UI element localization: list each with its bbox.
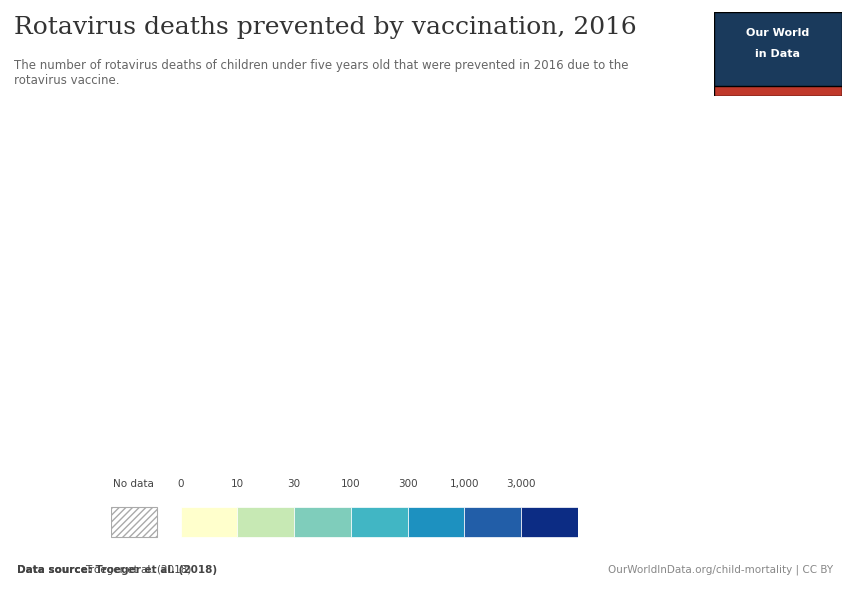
Text: No data: No data [113, 479, 155, 489]
Text: 10: 10 [231, 479, 244, 489]
Text: 300: 300 [398, 479, 417, 489]
FancyBboxPatch shape [110, 507, 157, 537]
FancyBboxPatch shape [521, 507, 578, 537]
FancyBboxPatch shape [714, 12, 842, 88]
FancyBboxPatch shape [464, 507, 521, 537]
FancyBboxPatch shape [351, 507, 408, 537]
Text: Data source:: Data source: [17, 565, 95, 575]
FancyBboxPatch shape [408, 507, 464, 537]
Text: 1,000: 1,000 [450, 479, 479, 489]
Text: Our World: Our World [746, 28, 809, 38]
Text: Data source: Troeger et al. (2018): Data source: Troeger et al. (2018) [17, 565, 217, 575]
Text: in Data: in Data [756, 49, 800, 59]
Text: 100: 100 [341, 479, 360, 489]
Text: 3,000: 3,000 [507, 479, 536, 489]
FancyBboxPatch shape [714, 86, 842, 96]
FancyBboxPatch shape [294, 507, 351, 537]
Text: 30: 30 [287, 479, 301, 489]
Text: The number of rotavirus deaths of children under five years old that were preven: The number of rotavirus deaths of childr… [14, 59, 629, 88]
Text: 0: 0 [178, 479, 184, 489]
Text: Troeger et al. (2018): Troeger et al. (2018) [85, 565, 191, 575]
Text: OurWorldInData.org/child-mortality | CC BY: OurWorldInData.org/child-mortality | CC … [608, 565, 833, 575]
Text: Rotavirus deaths prevented by vaccination, 2016: Rotavirus deaths prevented by vaccinatio… [14, 16, 638, 39]
FancyBboxPatch shape [180, 507, 237, 537]
FancyBboxPatch shape [237, 507, 294, 537]
